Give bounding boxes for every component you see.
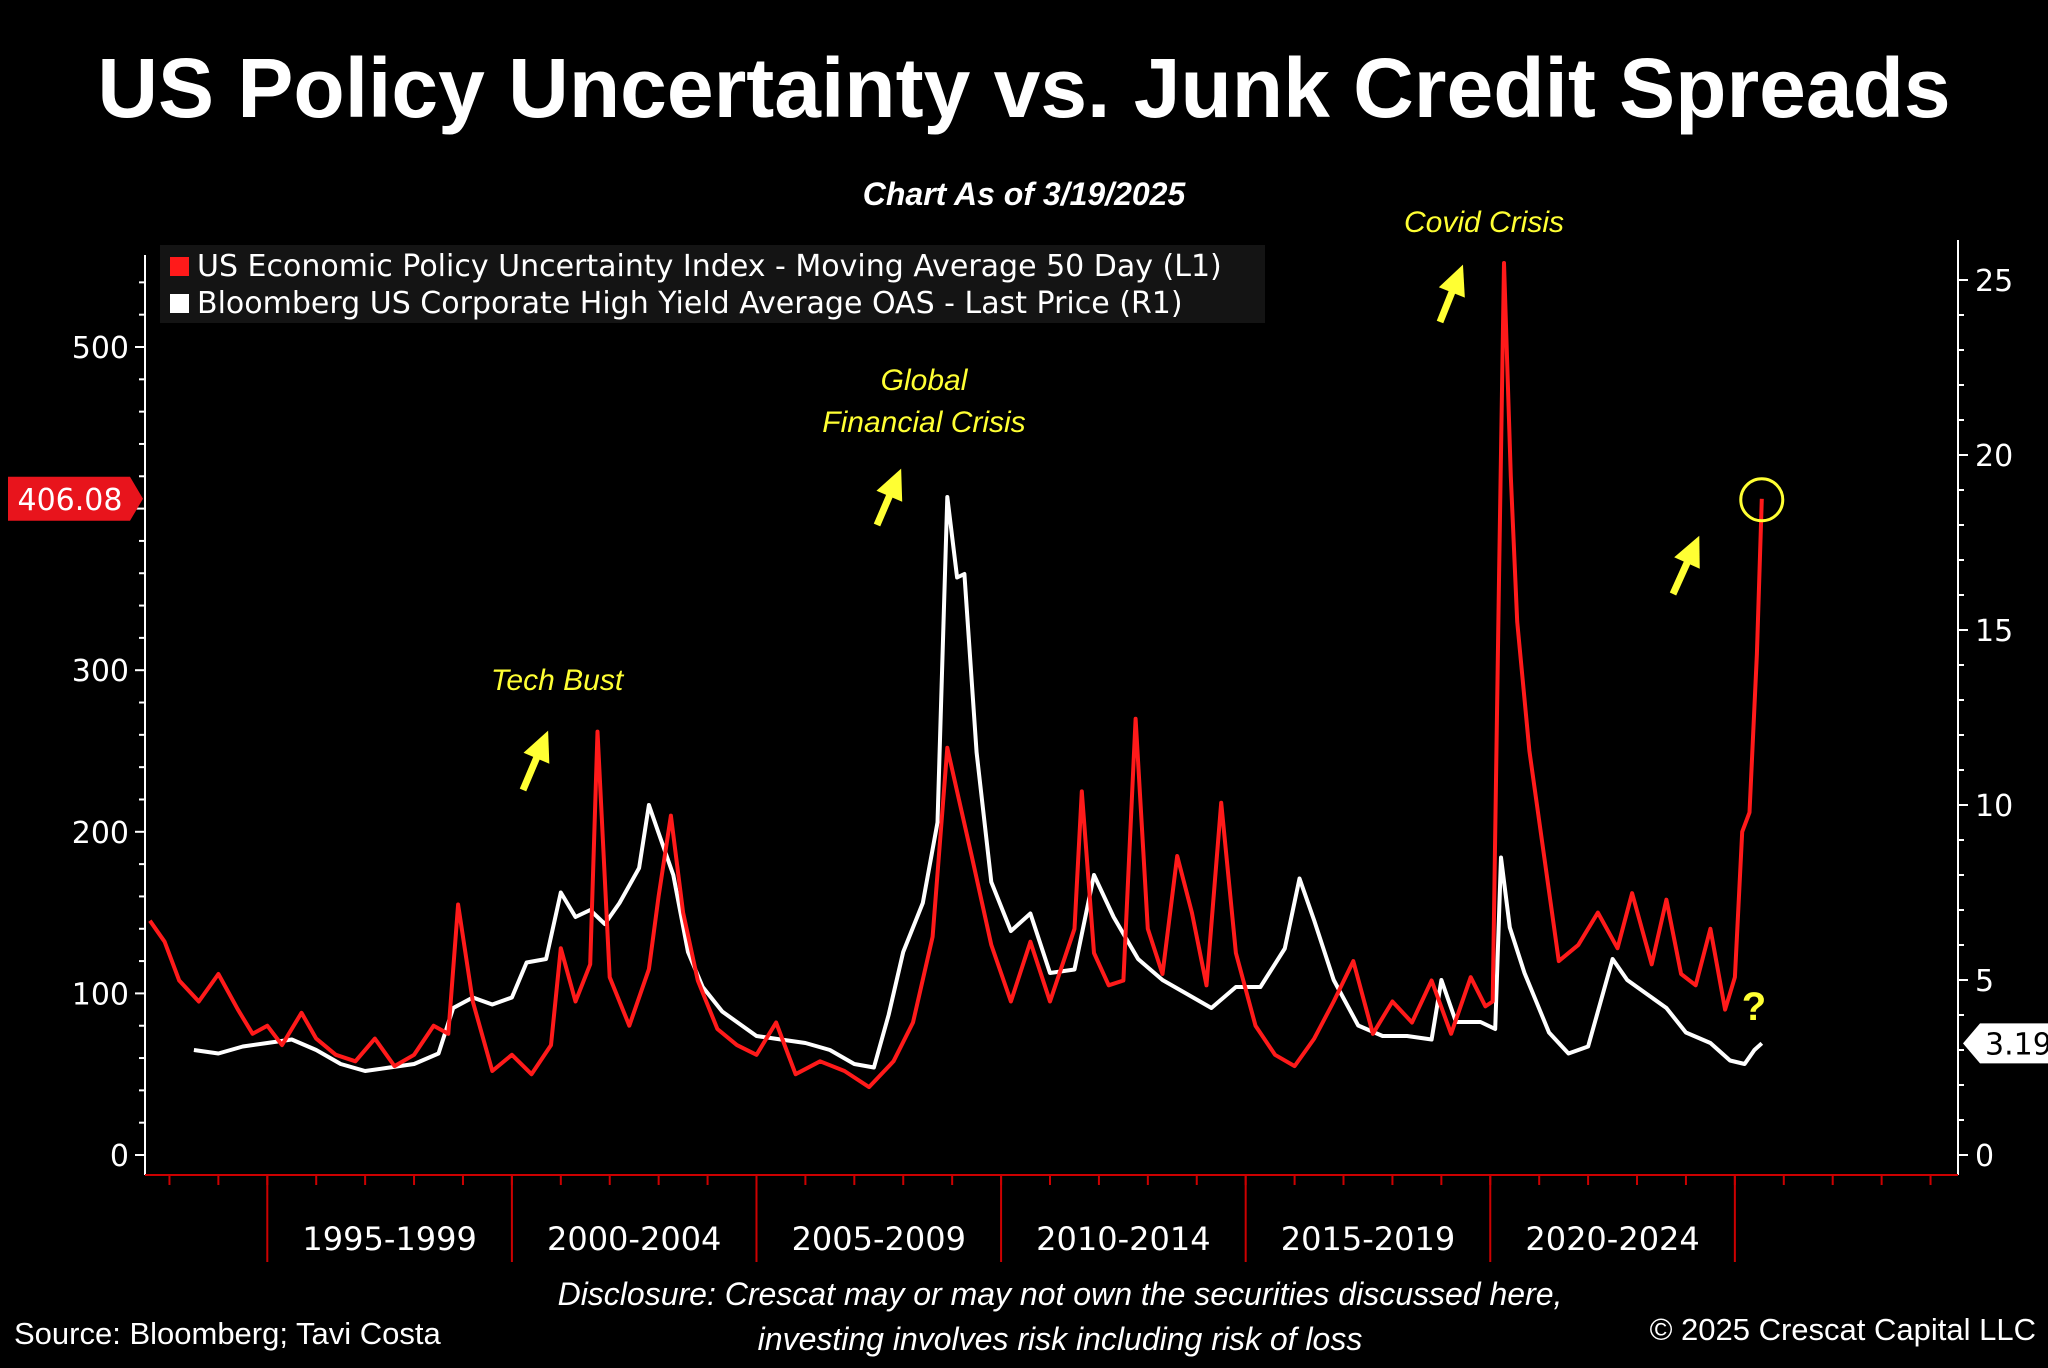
- left-tick-label: 200: [72, 816, 129, 851]
- chart-title: US Policy Uncertainty vs. Junk Credit Sp…: [97, 41, 1951, 135]
- axes-layer: 0 100 200 300 500 0 5 10 15 20 25 1995-1999 2000-200…: [8, 240, 2048, 1262]
- x-tick-label: 2020-2024: [1525, 1220, 1699, 1258]
- chart-subtitle: Chart As of 3/19/2025: [862, 176, 1186, 212]
- right-last-value-tag: [1963, 1023, 2048, 1064]
- annotation-tech-bust: Tech Bust: [491, 664, 625, 697]
- latest-value-circle: [1739, 477, 1785, 523]
- left-tick-label: 100: [72, 977, 129, 1012]
- copyright-note: © 2025 Crescat Capital LLC: [1649, 1312, 2036, 1347]
- annotations-layer: Tech Bust Global Financial Crisis Covid Cri…: [491, 206, 1785, 1029]
- x-tick-label: 1995-1999: [302, 1220, 476, 1258]
- disclosure-note: Disclosure: Crescat may or may not own t…: [440, 1272, 1680, 1362]
- left-last-value-label: 406.08: [18, 483, 123, 518]
- x-tick-label: 2000-2004: [547, 1220, 721, 1258]
- right-tick-label: 15: [1975, 614, 2013, 649]
- left-tick-label: 300: [72, 654, 129, 689]
- annotation-gfc-line2: Financial Crisis: [822, 406, 1025, 439]
- arrow-gfc-head: [876, 468, 903, 502]
- annotation-gfc-line1: Global: [881, 364, 969, 397]
- legend-label-hy-oas: Bloomberg US Corporate High Yield Averag…: [197, 286, 1183, 321]
- right-tick-label: 10: [1975, 789, 2013, 824]
- legend-background: [160, 245, 1265, 323]
- annotation-covid: Covid Crisis: [1404, 206, 1564, 239]
- legend-swatch-hy-oas: [170, 294, 189, 313]
- right-last-value-label: 3.19: [1985, 1027, 2048, 1062]
- arrow-covid-head: [1438, 264, 1465, 298]
- disclosure-line-2: investing involves risk including risk o…: [757, 1321, 1363, 1357]
- right-tick-label: 5: [1975, 964, 1994, 999]
- legend-label-epu: US Economic Policy Uncertainty Index - M…: [197, 249, 1222, 284]
- left-tick-label: 500: [72, 331, 129, 366]
- series-layer: [148, 261, 1764, 1090]
- legend-swatch-epu: [170, 257, 189, 276]
- arrow-tech-bust-head: [523, 730, 550, 764]
- disclosure-line-1: Disclosure: Crescat may or may not own t…: [557, 1276, 1563, 1312]
- epu-series-line: [148, 261, 1764, 1090]
- left-last-value-tag: [8, 476, 143, 521]
- x-tick-label: 2005-2009: [792, 1220, 966, 1258]
- hy-oas-series-line: [193, 495, 1764, 1073]
- right-tick-label: 0: [1975, 1139, 1994, 1174]
- legend: US Economic Policy Uncertainty Index - M…: [160, 245, 1265, 323]
- annotation-question-mark: ?: [1742, 985, 1766, 1029]
- left-tick-label: 0: [110, 1139, 129, 1174]
- right-tick-label: 25: [1975, 264, 2013, 299]
- x-tick-label: 2010-2014: [1036, 1220, 1210, 1258]
- right-tick-label: 20: [1975, 439, 2013, 474]
- arrow-latest-head: [1674, 535, 1700, 569]
- source-note: Source: Bloomberg; Tavi Costa: [14, 1316, 441, 1351]
- x-tick-label: 2015-2019: [1281, 1220, 1455, 1258]
